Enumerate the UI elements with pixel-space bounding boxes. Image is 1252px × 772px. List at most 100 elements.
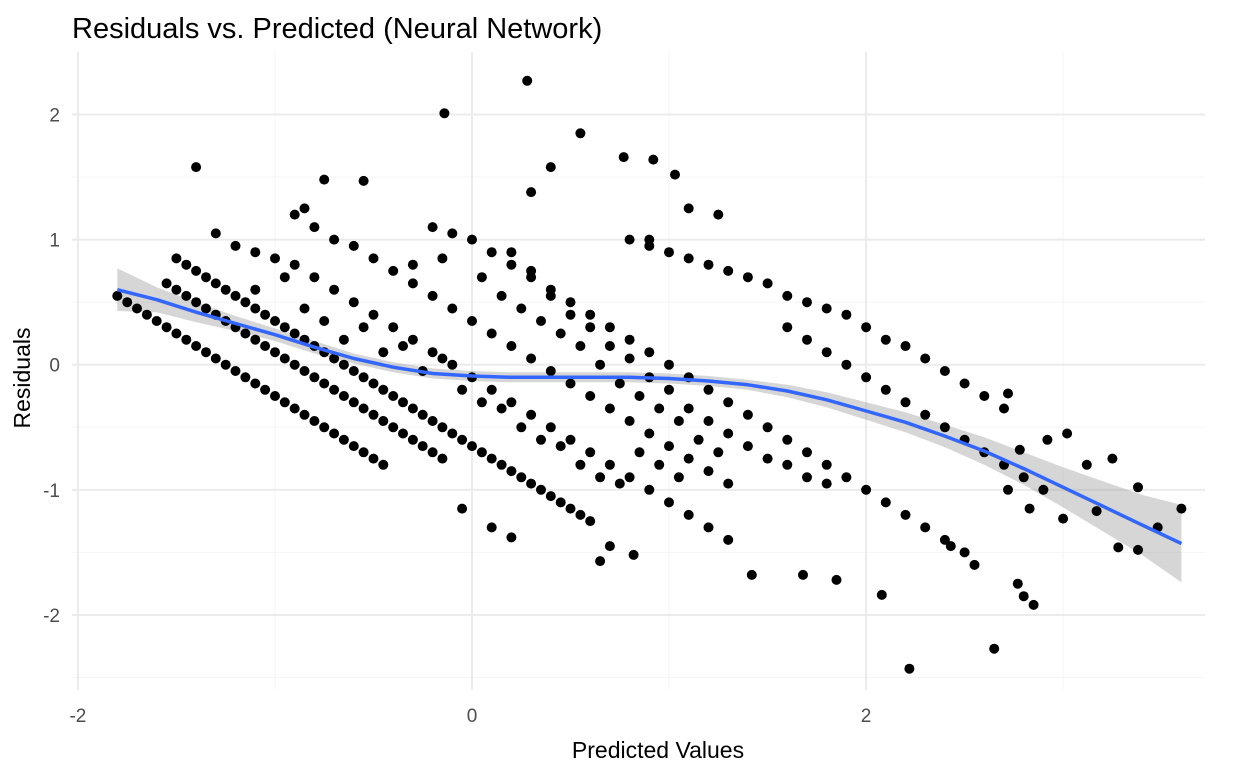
data-point bbox=[604, 403, 615, 414]
data-point bbox=[457, 384, 468, 395]
data-point bbox=[821, 303, 832, 314]
data-point bbox=[319, 316, 330, 326]
data-point bbox=[624, 334, 635, 345]
data-point bbox=[614, 378, 625, 389]
data-point bbox=[378, 459, 389, 470]
data-point bbox=[841, 472, 852, 483]
data-point bbox=[831, 574, 842, 585]
data-point bbox=[270, 316, 280, 326]
y-tick-label: 1 bbox=[49, 231, 60, 252]
data-point bbox=[526, 409, 537, 420]
data-point bbox=[476, 397, 487, 408]
data-point bbox=[575, 128, 586, 139]
data-point bbox=[467, 234, 477, 245]
data-point bbox=[240, 372, 251, 383]
data-point bbox=[289, 403, 300, 414]
data-point bbox=[1003, 484, 1013, 495]
data-point bbox=[1024, 503, 1035, 514]
data-point bbox=[1012, 578, 1023, 589]
data-point bbox=[723, 478, 734, 489]
data-point bbox=[648, 154, 659, 165]
data-point bbox=[270, 347, 280, 358]
data-point bbox=[299, 203, 310, 214]
data-point bbox=[545, 422, 556, 433]
data-point bbox=[969, 559, 980, 570]
data-point bbox=[486, 453, 497, 464]
data-point bbox=[417, 441, 428, 452]
data-point bbox=[151, 316, 162, 326]
data-point bbox=[664, 497, 674, 508]
data-point bbox=[664, 359, 674, 370]
data-point bbox=[240, 297, 251, 308]
data-point bbox=[437, 253, 448, 264]
data-point bbox=[210, 353, 221, 364]
data-point bbox=[467, 316, 477, 326]
data-point bbox=[506, 259, 517, 270]
data-point bbox=[427, 290, 438, 301]
data-point bbox=[378, 416, 389, 426]
data-point bbox=[904, 663, 915, 674]
data-point bbox=[447, 428, 458, 439]
data-point bbox=[486, 522, 497, 533]
data-point bbox=[407, 403, 418, 414]
data-point bbox=[782, 434, 793, 445]
data-point bbox=[1107, 453, 1118, 464]
data-point bbox=[644, 428, 655, 439]
data-point bbox=[181, 290, 192, 301]
x-tick-label: -2 bbox=[69, 706, 86, 727]
data-point bbox=[798, 569, 808, 580]
data-point bbox=[545, 162, 556, 173]
data-point bbox=[1176, 503, 1187, 514]
data-point bbox=[585, 391, 596, 401]
data-point bbox=[329, 353, 340, 364]
data-point bbox=[388, 265, 399, 276]
data-point bbox=[348, 441, 359, 452]
data-point bbox=[506, 466, 517, 477]
data-point bbox=[920, 409, 931, 420]
data-point bbox=[516, 422, 527, 433]
data-point bbox=[348, 397, 359, 408]
data-point bbox=[329, 234, 340, 245]
data-point bbox=[329, 284, 340, 295]
data-point bbox=[703, 522, 714, 533]
data-point bbox=[545, 290, 556, 301]
data-point bbox=[900, 397, 911, 408]
data-point bbox=[1028, 599, 1039, 610]
data-point bbox=[959, 378, 970, 389]
data-point bbox=[329, 384, 340, 395]
data-point bbox=[201, 272, 211, 283]
data-point bbox=[634, 447, 645, 458]
data-point bbox=[378, 347, 389, 358]
data-point bbox=[624, 416, 635, 426]
data-point bbox=[526, 478, 537, 489]
data-point bbox=[506, 397, 517, 408]
data-point bbox=[565, 434, 576, 445]
data-point bbox=[861, 372, 872, 383]
data-point bbox=[427, 222, 438, 233]
y-tick-label: -2 bbox=[43, 606, 60, 627]
chart-title: Residuals vs. Predicted (Neural Network) bbox=[72, 13, 602, 45]
data-point bbox=[1062, 428, 1073, 439]
data-point bbox=[407, 278, 418, 289]
data-point bbox=[742, 441, 753, 452]
data-point bbox=[703, 416, 714, 426]
data-point bbox=[309, 372, 320, 383]
data-point bbox=[338, 391, 349, 401]
data-point bbox=[945, 541, 956, 552]
data-point bbox=[782, 322, 793, 333]
data-point bbox=[457, 503, 468, 514]
data-point bbox=[723, 428, 734, 439]
data-point bbox=[595, 472, 606, 483]
data-point bbox=[250, 247, 261, 258]
data-point bbox=[634, 391, 645, 401]
data-point bbox=[821, 478, 832, 489]
data-point bbox=[398, 397, 408, 408]
data-point bbox=[289, 209, 300, 220]
data-point bbox=[595, 556, 606, 567]
data-point bbox=[545, 366, 556, 376]
data-point bbox=[299, 409, 310, 420]
data-point bbox=[782, 290, 793, 301]
data-point bbox=[723, 397, 734, 408]
data-point bbox=[250, 303, 261, 314]
data-point bbox=[329, 428, 340, 439]
